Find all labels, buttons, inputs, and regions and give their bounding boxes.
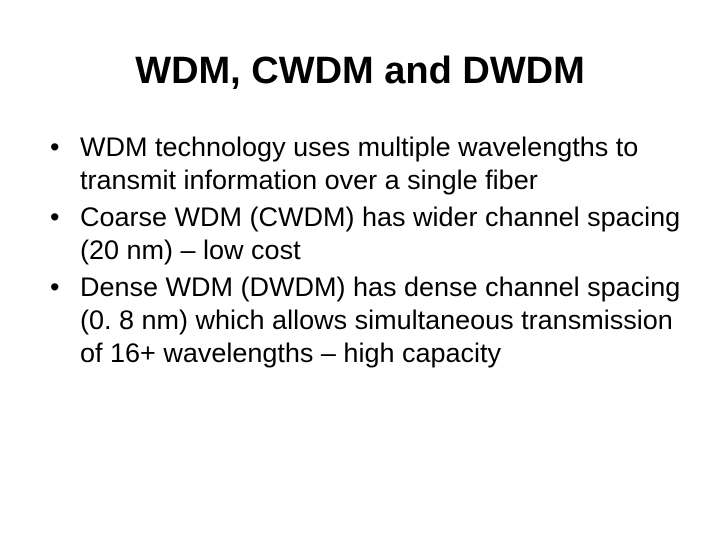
list-item: WDM technology uses multiple wavelengths… [50,131,690,197]
slide-title: WDM, CWDM and DWDM [30,50,690,93]
list-item: Dense WDM (DWDM) has dense channel spaci… [50,271,690,370]
bullet-list: WDM technology uses multiple wavelengths… [30,131,690,370]
list-item: Coarse WDM (CWDM) has wider channel spac… [50,201,690,267]
